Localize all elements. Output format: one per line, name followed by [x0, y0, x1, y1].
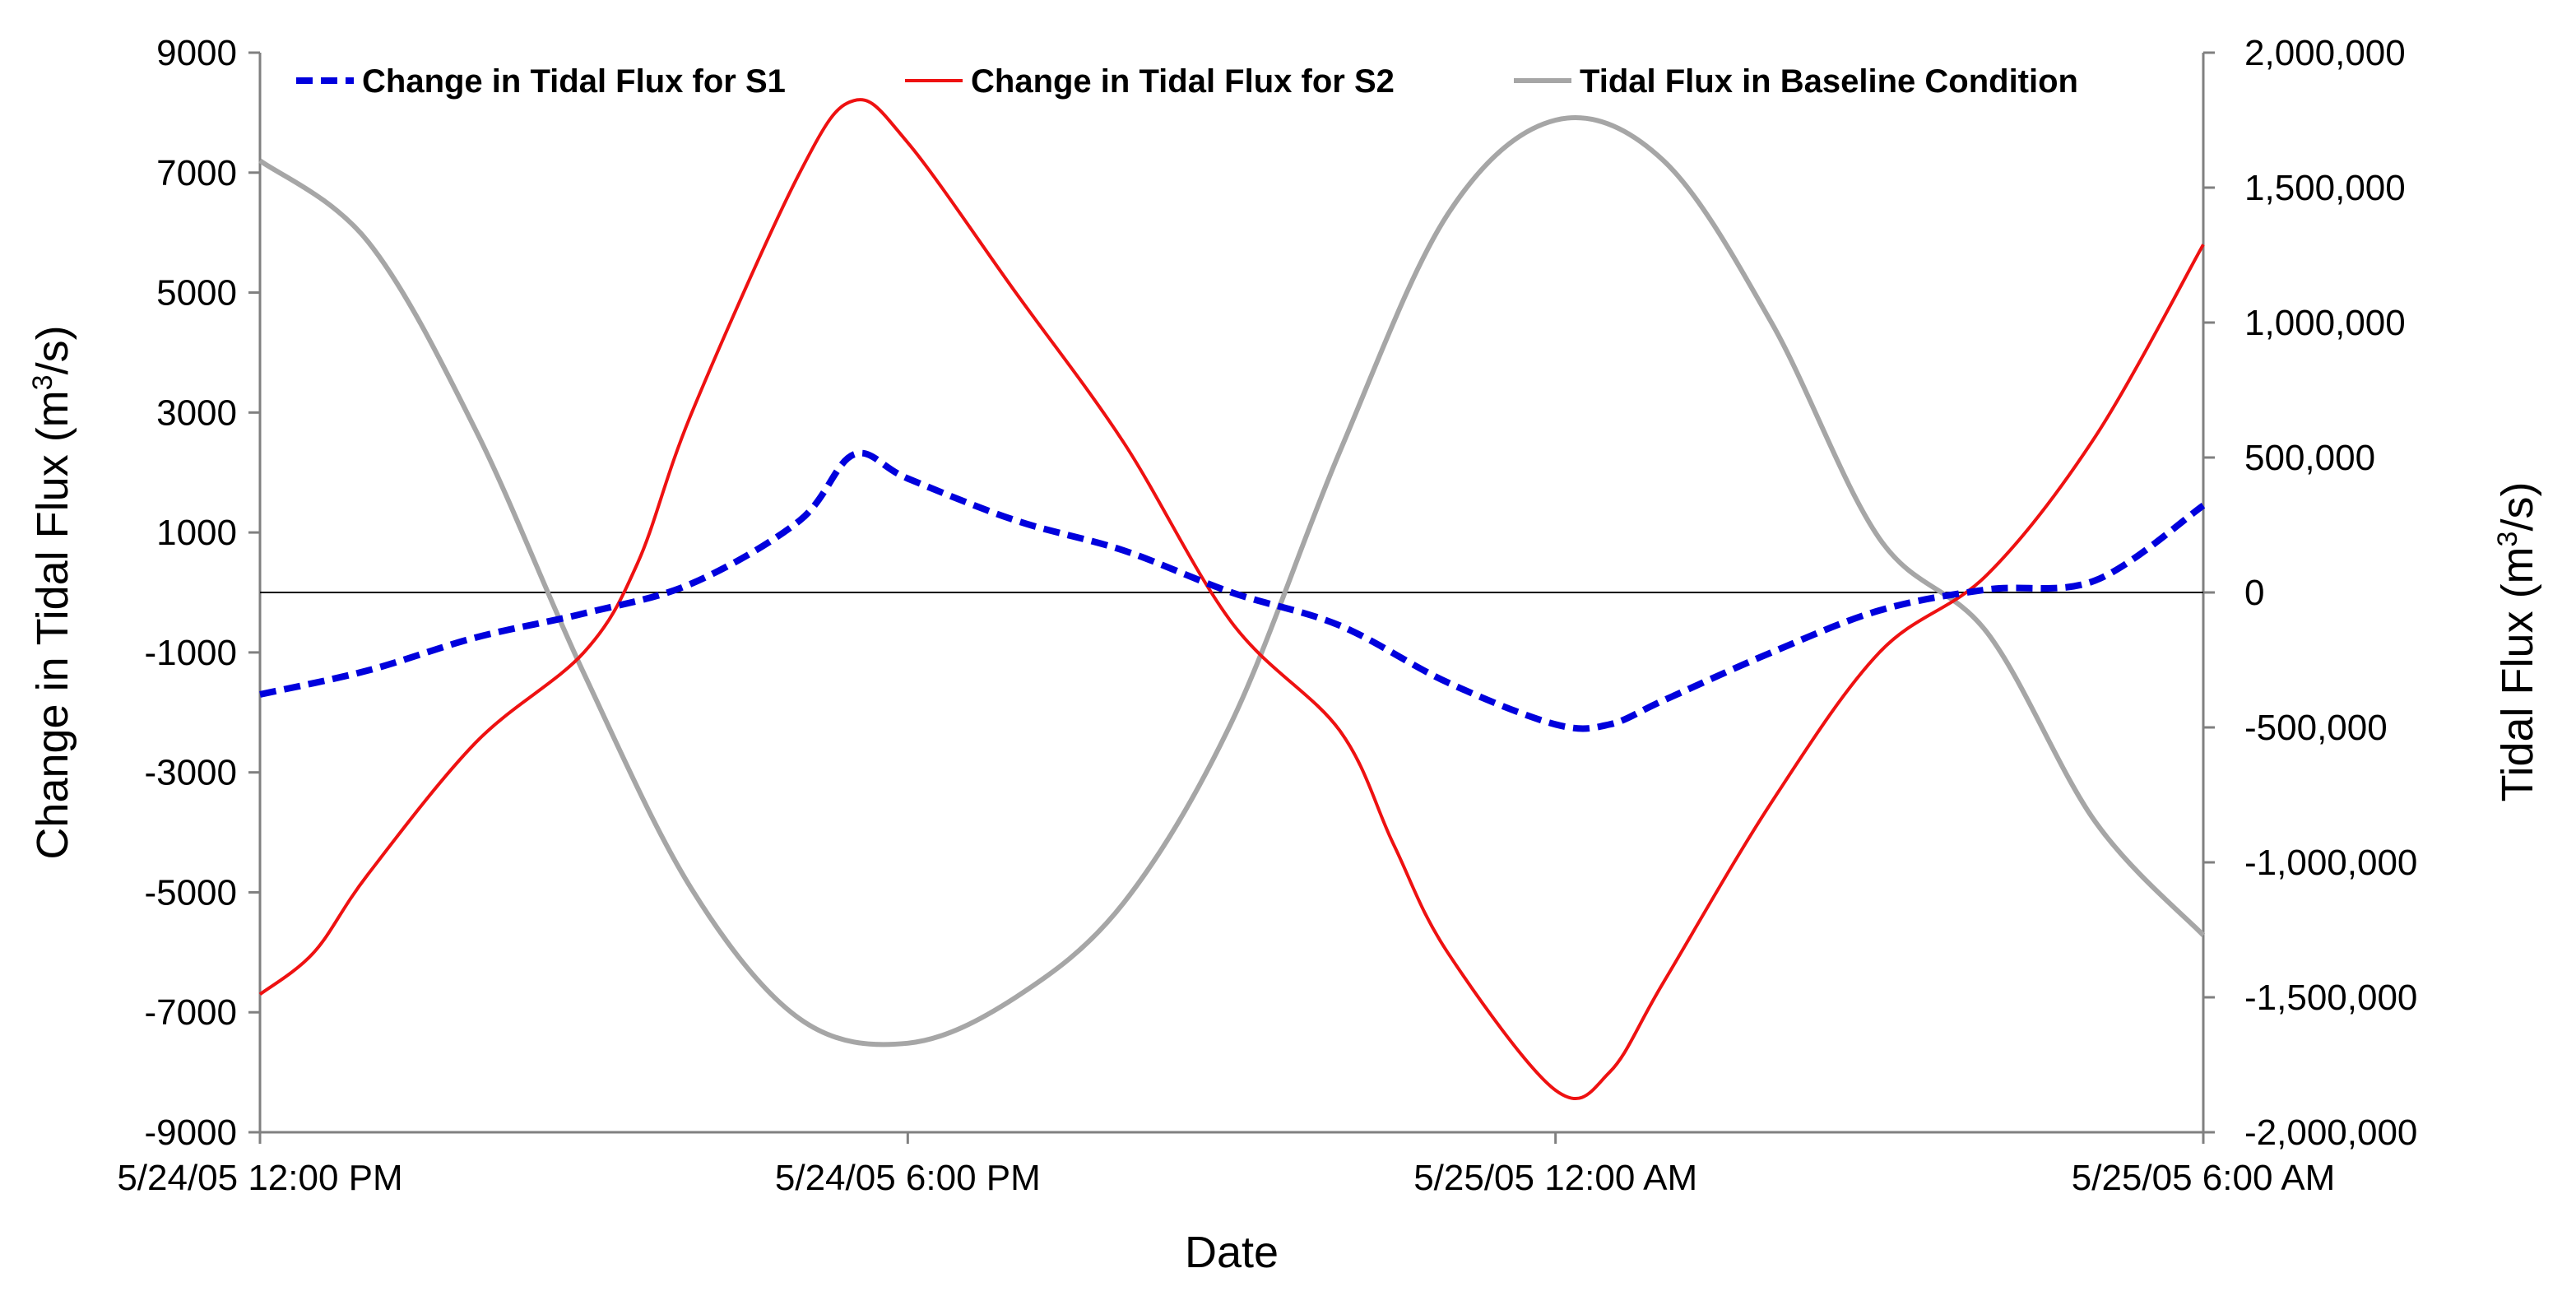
- left-y-tick-label: -5000: [144, 872, 237, 913]
- right-y-tick-label: 500,000: [2244, 438, 2375, 478]
- left-y-tick-label: 5000: [156, 273, 237, 314]
- right-y-tick-label: -2,000,000: [2244, 1113, 2417, 1153]
- right-y-tick-label: 0: [2244, 573, 2264, 613]
- legend-label: Tidal Flux in Baseline Condition: [1580, 63, 2078, 100]
- right-y-tick-label: -500,000: [2244, 708, 2388, 748]
- series-line-s1: [259, 449, 2206, 732]
- series-layer: [258, 98, 2206, 1101]
- right-y-tick-label: 2,000,000: [2244, 33, 2406, 73]
- right-y-axis-title-unit: /s): [2493, 482, 2542, 532]
- series-line-baseline: [258, 115, 2206, 1047]
- axis-ticks: 9000 7000 5000 3000 1000 -1000 -3000 -5000 -7000…: [117, 33, 2417, 1198]
- left-y-tick-label: 1000: [156, 513, 237, 553]
- right-y-tick-label: -1,500,000: [2244, 978, 2417, 1018]
- right-y-tick-label: -1,000,000: [2244, 843, 2417, 883]
- left-y-tick-label: -3000: [144, 753, 237, 793]
- x-tick-label: 5/25/05 12:00 AM: [1413, 1158, 1697, 1198]
- legend-label: Change in Tidal Flux for S1: [362, 63, 786, 100]
- left-y-tick-label: -9000: [144, 1113, 237, 1153]
- legend-item-s1: Change in Tidal Flux for S1: [296, 63, 786, 100]
- left-y-axis-title: Change in Tidal Flux (m3/s): [27, 325, 77, 859]
- left-y-tick-label: 9000: [156, 33, 237, 73]
- left-y-tick-label: 3000: [156, 393, 237, 433]
- left-y-tick-label: -7000: [144, 992, 237, 1033]
- left-y-axis-title-superscript: 3: [27, 374, 58, 390]
- left-y-tick-label: -1000: [144, 633, 237, 673]
- legend-item-s2: Change in Tidal Flux for S2: [905, 63, 1395, 100]
- x-axis-title: Date: [1185, 1228, 1279, 1277]
- x-tick-label: 5/25/05 6:00 AM: [2072, 1158, 2335, 1198]
- legend: Change in Tidal Flux for S1 Change in Tid…: [296, 63, 2078, 100]
- right-y-axis-title-superscript: 3: [2492, 532, 2523, 547]
- left-y-tick-label: 7000: [156, 153, 237, 193]
- right-y-axis-title: Tidal Flux (m3/s): [2492, 482, 2542, 802]
- x-tick-label: 5/24/05 6:00 PM: [775, 1158, 1041, 1198]
- right-y-axis-title-main: Tidal Flux (m: [2493, 546, 2542, 801]
- series-line-s2: [258, 98, 2205, 1101]
- right-y-tick-label: 1,500,000: [2244, 168, 2406, 208]
- left-y-axis-title-unit: /s): [28, 325, 77, 374]
- x-tick-label: 5/24/05 12:00 PM: [117, 1158, 402, 1198]
- right-y-tick-label: 1,000,000: [2244, 303, 2406, 343]
- legend-label: Change in Tidal Flux for S2: [971, 63, 1395, 100]
- left-y-axis-title-main: Change in Tidal Flux (m: [28, 390, 77, 859]
- legend-item-baseline: Tidal Flux in Baseline Condition: [1514, 63, 2078, 100]
